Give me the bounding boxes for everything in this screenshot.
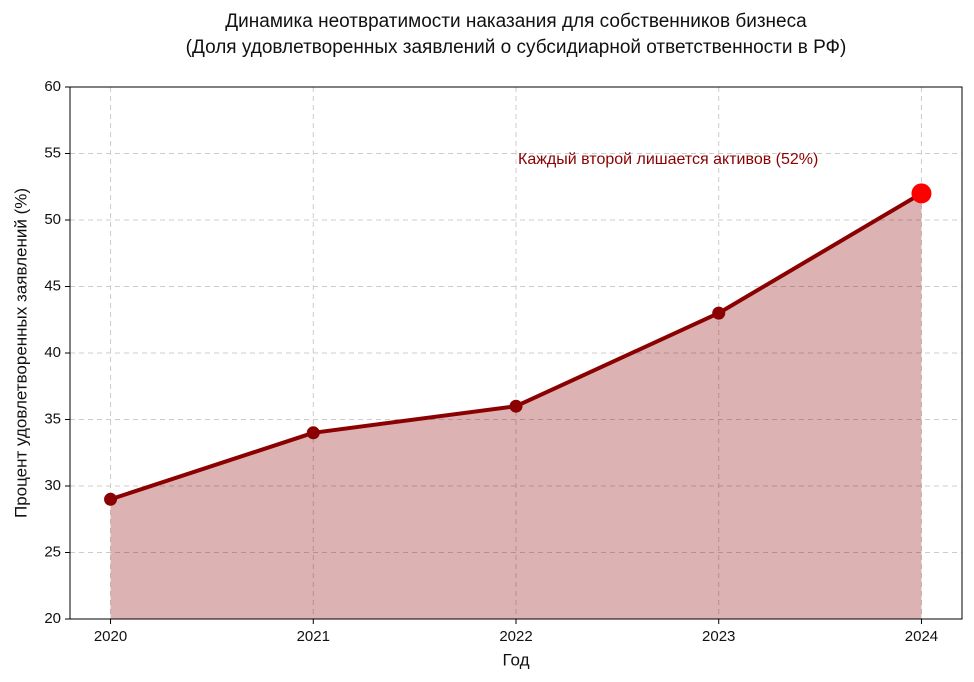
x-axis-label: Год [502, 650, 529, 669]
point [509, 399, 523, 413]
x-tick-label: 2023 [702, 628, 735, 645]
y-tick-label: 20 [44, 610, 61, 627]
x-tick-label: 2022 [499, 628, 532, 645]
y-tick-label: 60 [44, 78, 61, 95]
plot-frame [69, 86, 963, 620]
highlight-point [911, 183, 932, 204]
y-tick-label: 35 [44, 410, 61, 427]
chart-title: Динамика неотвратимости наказания для со… [225, 11, 807, 32]
x-tick-label: 2020 [94, 628, 127, 645]
y-tick-label: 25 [44, 543, 61, 560]
y-tick-label: 30 [44, 477, 61, 494]
y-tick-label: 55 [44, 144, 61, 161]
y-axis-label: Процент удовлетворенных заявлений (%) [11, 188, 30, 518]
point [306, 426, 320, 440]
annotation: Каждый второй лишается активов (52%) [518, 151, 818, 168]
x-tick-label: 2024 [905, 628, 938, 645]
y-tick-label: 40 [44, 344, 61, 361]
chart-subtitle: (Доля удовлетворенных заявлений о субсид… [186, 37, 847, 58]
point [104, 492, 118, 506]
y-tick-label: 50 [44, 211, 61, 228]
y-tick-label: 45 [44, 277, 61, 294]
point [712, 306, 726, 320]
x-tick-label: 2021 [297, 628, 330, 645]
